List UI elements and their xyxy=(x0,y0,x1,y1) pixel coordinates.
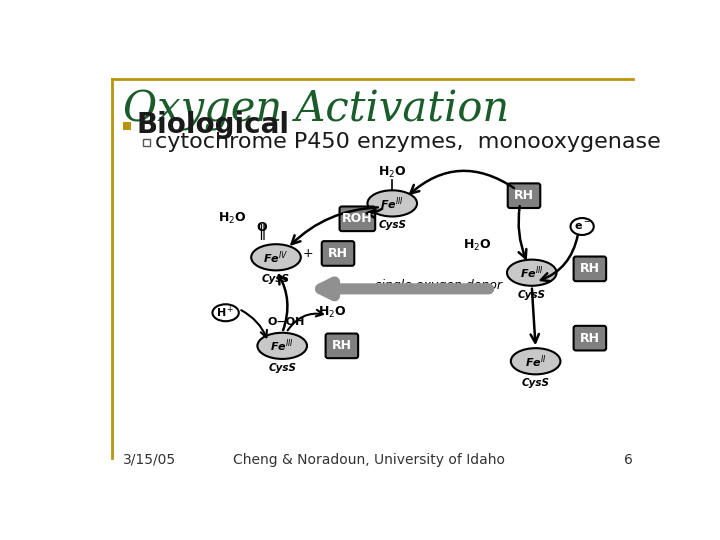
Ellipse shape xyxy=(510,348,560,374)
Text: H$_2$O: H$_2$O xyxy=(463,238,492,253)
Ellipse shape xyxy=(367,190,417,217)
Text: CysS: CysS xyxy=(521,378,549,388)
Bar xyxy=(143,139,150,146)
FancyBboxPatch shape xyxy=(574,256,606,281)
Text: e$^-$: e$^-$ xyxy=(574,221,590,232)
Text: H$_2$O: H$_2$O xyxy=(217,211,246,226)
Text: Fe$^{III}$: Fe$^{III}$ xyxy=(270,338,294,354)
Ellipse shape xyxy=(507,260,557,286)
Text: +: + xyxy=(303,247,314,260)
Bar xyxy=(122,122,131,130)
Text: RH: RH xyxy=(514,189,534,202)
Text: Cheng & Noradoun, University of Idaho: Cheng & Noradoun, University of Idaho xyxy=(233,453,505,467)
FancyBboxPatch shape xyxy=(508,184,540,208)
Text: RH: RH xyxy=(580,262,600,275)
Ellipse shape xyxy=(258,333,307,359)
Text: CysS: CysS xyxy=(378,220,406,231)
Text: RH: RH xyxy=(328,247,348,260)
FancyBboxPatch shape xyxy=(325,334,358,358)
Text: ‖: ‖ xyxy=(258,224,266,240)
FancyBboxPatch shape xyxy=(322,241,354,266)
Text: RH: RH xyxy=(332,339,352,353)
Text: 6: 6 xyxy=(624,453,632,467)
Text: CysS: CysS xyxy=(269,363,296,373)
Text: Fe$^{III}$: Fe$^{III}$ xyxy=(520,265,544,281)
Text: O−OH: O−OH xyxy=(267,316,305,327)
Text: Biological: Biological xyxy=(137,111,289,139)
Ellipse shape xyxy=(251,244,301,271)
Text: H$_2$O: H$_2$O xyxy=(318,305,346,320)
Text: 3/15/05: 3/15/05 xyxy=(122,453,176,467)
Text: Fe$^{II}$: Fe$^{II}$ xyxy=(525,353,546,369)
Text: H$^+$: H$^+$ xyxy=(216,305,235,320)
Ellipse shape xyxy=(212,304,239,321)
Text: single oxygen donor: single oxygen donor xyxy=(375,279,503,292)
FancyBboxPatch shape xyxy=(574,326,606,350)
Text: Oxygen Activation: Oxygen Activation xyxy=(122,90,508,131)
Text: ROH: ROH xyxy=(342,212,373,225)
Text: O: O xyxy=(257,221,267,234)
Text: CysS: CysS xyxy=(518,289,546,300)
Text: H$_2$O: H$_2$O xyxy=(378,165,407,180)
Ellipse shape xyxy=(570,218,594,235)
Text: cytochrome P450 enzymes,  monooxygenase: cytochrome P450 enzymes, monooxygenase xyxy=(155,132,661,152)
Text: Fe$^{III}$: Fe$^{III}$ xyxy=(380,195,404,212)
FancyBboxPatch shape xyxy=(340,206,375,231)
Text: CysS: CysS xyxy=(262,274,290,284)
Text: RH: RH xyxy=(580,332,600,345)
Text: Fe$^{IV}$: Fe$^{IV}$ xyxy=(264,249,289,266)
